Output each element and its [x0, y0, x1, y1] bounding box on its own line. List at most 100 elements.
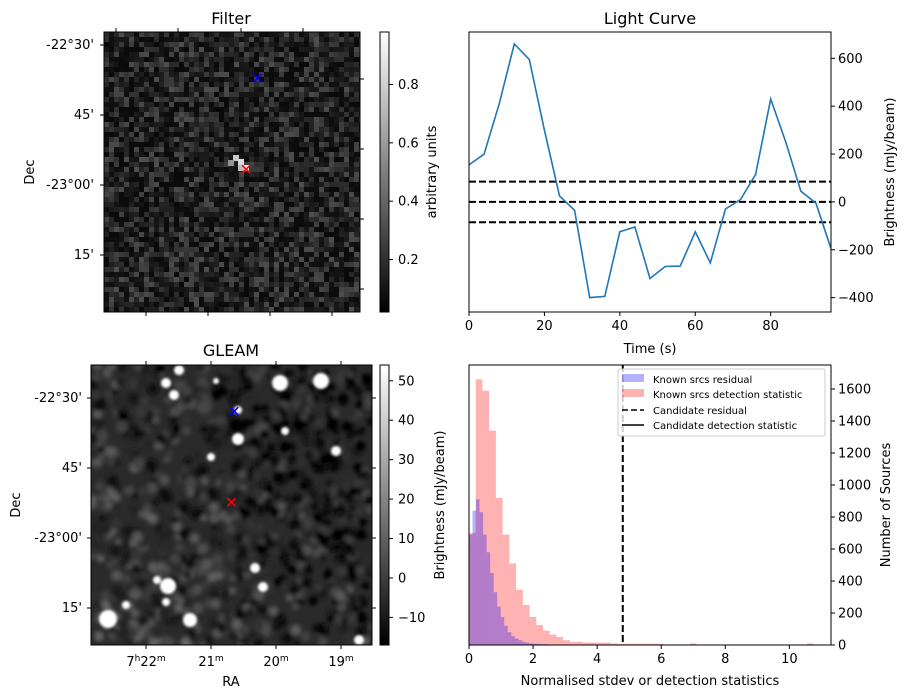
- colorbar-tick-label: 0: [398, 571, 406, 586]
- histogram-bar: [563, 640, 570, 645]
- histogram-bar: [504, 625, 508, 645]
- legend-swatch-detection: [622, 389, 644, 397]
- histogram-bar: [511, 636, 515, 645]
- gleam-ra-tick-0: 7h22m: [126, 654, 165, 670]
- gleam-ra-tick-2: 20m: [263, 654, 288, 670]
- histogram-bar: [576, 641, 584, 645]
- light-curve-axes: 0 20 40 60 80 −400 −200 0 200 400 600: [465, 52, 874, 334]
- histogram-bar: [486, 552, 491, 645]
- gleam-point-source: [153, 576, 161, 584]
- histogram-bar: [536, 625, 544, 645]
- histogram-bar: [502, 534, 510, 645]
- gleam-point-source: [250, 563, 260, 573]
- light-curve-plot-area: [469, 42, 831, 299]
- gleam-axes-frame: [90, 364, 373, 646]
- legend-swatch-residual: [622, 374, 644, 382]
- histogram-bar: [518, 640, 522, 645]
- histogram-outlier-bar: [690, 643, 697, 645]
- histogram-legend[interactable]: Known srcs residual Known srcs detection…: [617, 368, 826, 437]
- histogram-bar: [556, 637, 564, 645]
- colorbar-tick-label: 0.8: [398, 78, 419, 93]
- legend-label-1: Known srcs detection statistic: [653, 390, 802, 401]
- histogram-bar: [493, 592, 498, 645]
- colorbar-tick-label: 50: [398, 374, 415, 389]
- light-curve-ytick-label: 0: [838, 195, 846, 210]
- known-source-marker-icon: [229, 406, 239, 416]
- histogram-bar: [657, 643, 665, 645]
- legend-label-3: Candidate detection statistic: [653, 421, 797, 432]
- gleam-point-source: [161, 378, 171, 388]
- gleam-colorbar: [379, 364, 390, 646]
- histogram-bar: [528, 643, 533, 645]
- histogram-bar: [509, 563, 517, 645]
- histogram-bar: [617, 643, 624, 645]
- light-curve-axes-frame: [468, 31, 832, 313]
- filter-dec-tick-1: 45': [74, 108, 94, 123]
- gleam-point-source: [169, 390, 179, 400]
- histogram-bar: [497, 606, 501, 645]
- histogram-ytick-label: 1600: [838, 383, 871, 398]
- histogram-bar: [495, 497, 503, 645]
- gleam-image[interactable]: [86, 360, 376, 650]
- filter-bright-pixel: [238, 165, 244, 171]
- histogram-bar: [507, 632, 512, 645]
- filter-bright-pixel: [228, 160, 234, 166]
- filter-image[interactable]: [104, 32, 364, 312]
- histogram-bar: [469, 533, 476, 645]
- gleam-point-source: [174, 365, 184, 375]
- gleam-point-source: [331, 446, 341, 456]
- gleam-colorbar-ticks: −10 0 10 20 30 40 50: [389, 374, 425, 626]
- histogram-xtick-label: 0: [465, 652, 473, 667]
- light-curve-ytick-label: 200: [838, 148, 863, 163]
- light-curve-panel: Light Curve 0 20 40 60 80−400−2000200400600 …: [465, 9, 898, 357]
- histogram-plot-area: [469, 365, 814, 645]
- gleam-dec-tick-2: -23°00': [34, 531, 82, 546]
- histogram-ytick-label: 400: [838, 575, 863, 590]
- histogram-axes-frame: [468, 364, 832, 646]
- histogram-bar: [489, 430, 496, 645]
- filter-markers: [241, 73, 263, 174]
- histogram-bar: [569, 641, 577, 645]
- colorbar-tick-label: 30: [398, 453, 415, 468]
- gleam-point-source: [258, 582, 268, 592]
- filter-bright-pixel: [243, 165, 249, 171]
- histogram-ytick-label: 0: [838, 639, 846, 654]
- gleam-dec-tick-3: 15': [62, 601, 82, 616]
- filter-colorbar-ticks: 0.2 0.4 0.6 0.8: [389, 78, 419, 268]
- histogram-bar: [543, 630, 550, 645]
- filter-colorbar-label: arbitrary units: [425, 125, 440, 218]
- gleam-dec-tick-1: 45': [62, 461, 82, 476]
- colorbar-tick-label: 0.6: [398, 136, 419, 151]
- histogram-xtick-label: 4: [593, 652, 601, 667]
- filter-bright-pixel: [233, 155, 239, 161]
- histogram-bar: [583, 642, 591, 645]
- histogram-outlier-bar: [806, 643, 814, 645]
- known-source-marker-icon: [253, 73, 263, 83]
- histogram-bar: [476, 499, 480, 645]
- histogram-xtick-label: 6: [657, 652, 665, 667]
- legend-label-2: Candidate residual: [653, 406, 747, 417]
- colorbar-tick-label: 20: [398, 493, 415, 508]
- gleam-point-source: [313, 373, 329, 389]
- histogram-bar: [630, 643, 638, 645]
- histogram-ytick-label: 800: [838, 511, 863, 526]
- filter-dec-tick-2: -23°00': [46, 178, 94, 193]
- light-curve-ylabel: Brightness (mJy/beam): [883, 98, 898, 247]
- light-curve-title: Light Curve: [604, 9, 696, 28]
- filter-ylabel: Dec: [23, 159, 38, 184]
- histogram-bar: [483, 534, 487, 645]
- gleam-ra-tick-1: 21m: [198, 654, 223, 670]
- gleam-point-source: [232, 433, 244, 445]
- histogram-axes: 0 2 4 6 8 10 0 200 400 600 800 1000 1200 1400 1600: [465, 383, 871, 668]
- light-curve-ytick-label: −200: [838, 243, 874, 258]
- filter-bright-pixel: [238, 159, 244, 165]
- histogram-xtick-label: 2: [529, 652, 537, 667]
- gleam-point-source: [207, 453, 215, 461]
- colorbar-tick-label: −10: [398, 611, 425, 626]
- histogram-ylabel: Number of Sources: [879, 443, 894, 568]
- histogram-bar: [596, 642, 604, 645]
- histogram-bar: [643, 643, 651, 645]
- legend-label-0: Known srcs residual: [653, 375, 752, 386]
- colorbar-tick-label: 40: [398, 414, 415, 429]
- histogram-bar: [490, 573, 494, 645]
